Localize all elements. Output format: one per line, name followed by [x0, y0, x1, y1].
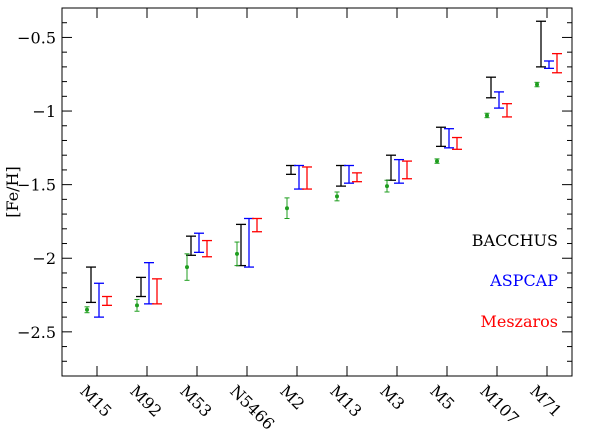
error-bar	[484, 112, 490, 119]
legend-item-meszaros: Meszaros	[480, 312, 558, 331]
error-bar	[384, 179, 390, 193]
error-bar	[136, 276, 146, 298]
error-bar	[394, 158, 404, 184]
y-axis-label: [Fe/H]	[3, 166, 22, 218]
x-tick-label: M3	[376, 381, 408, 413]
x-tick-label: M92	[126, 381, 165, 420]
error-bar	[134, 298, 140, 312]
error-bar	[102, 295, 112, 306]
data-point	[335, 194, 339, 199]
plot-frame	[61, 7, 573, 377]
error-bar	[186, 235, 196, 256]
error-bar	[452, 136, 462, 150]
legend: BACCHUS ASPCAP Meszaros	[472, 231, 558, 331]
error-bar	[202, 239, 212, 258]
error-bar	[144, 262, 154, 305]
x-tick-label: M71	[526, 381, 565, 420]
data-point	[235, 251, 239, 256]
error-bar	[352, 172, 362, 183]
error-bar	[552, 52, 562, 74]
error-bar	[302, 166, 312, 190]
y-tick-label: −2.5	[17, 323, 56, 342]
error-bar	[386, 154, 396, 181]
chart-marks	[84, 20, 562, 318]
data-point	[485, 113, 489, 118]
error-bar	[494, 91, 504, 109]
error-bar	[536, 20, 546, 68]
data-point	[135, 303, 139, 308]
error-bar	[502, 103, 512, 118]
y-tick-label: −0.5	[17, 28, 56, 47]
y-tick-label: −1.5	[17, 176, 56, 195]
error-bar	[94, 282, 104, 318]
data-point	[435, 159, 439, 164]
data-point	[85, 307, 89, 312]
error-bar	[402, 160, 412, 180]
y-tick-label: −2	[32, 249, 56, 268]
data-point	[185, 265, 189, 270]
error-bar	[444, 128, 454, 149]
error-bar	[334, 191, 340, 202]
error-bar	[486, 76, 496, 99]
error-bar	[286, 164, 296, 175]
error-bar	[534, 81, 540, 88]
x-tick-label: N5466	[226, 381, 278, 433]
error-bar	[434, 158, 440, 164]
x-tick-label: M13	[326, 381, 365, 420]
x-tick-label: M53	[176, 381, 215, 420]
legend-item-aspcap: ASPCAP	[489, 271, 558, 290]
y-tick-label: −1	[32, 102, 56, 121]
error-bar	[284, 197, 290, 219]
error-bar	[86, 266, 96, 304]
legend-item-bacchus: BACCHUS	[472, 231, 558, 250]
error-bar	[344, 164, 354, 184]
error-bar	[544, 60, 554, 70]
error-bar	[234, 241, 240, 267]
error-bar	[184, 253, 190, 281]
error-bar	[294, 164, 304, 190]
x-tick-label: M5	[426, 381, 458, 413]
error-bar	[244, 217, 254, 268]
x-tick-label: M15	[76, 381, 115, 420]
error-bar	[84, 306, 90, 314]
x-tick-label: M2	[276, 381, 308, 413]
error-bar	[194, 232, 204, 254]
data-point	[285, 206, 289, 211]
x-tick-label: M107	[476, 381, 523, 428]
error-bar	[152, 278, 162, 305]
error-bar	[252, 217, 262, 233]
data-point	[535, 82, 539, 87]
error-bar	[436, 126, 446, 148]
data-point	[385, 184, 389, 189]
